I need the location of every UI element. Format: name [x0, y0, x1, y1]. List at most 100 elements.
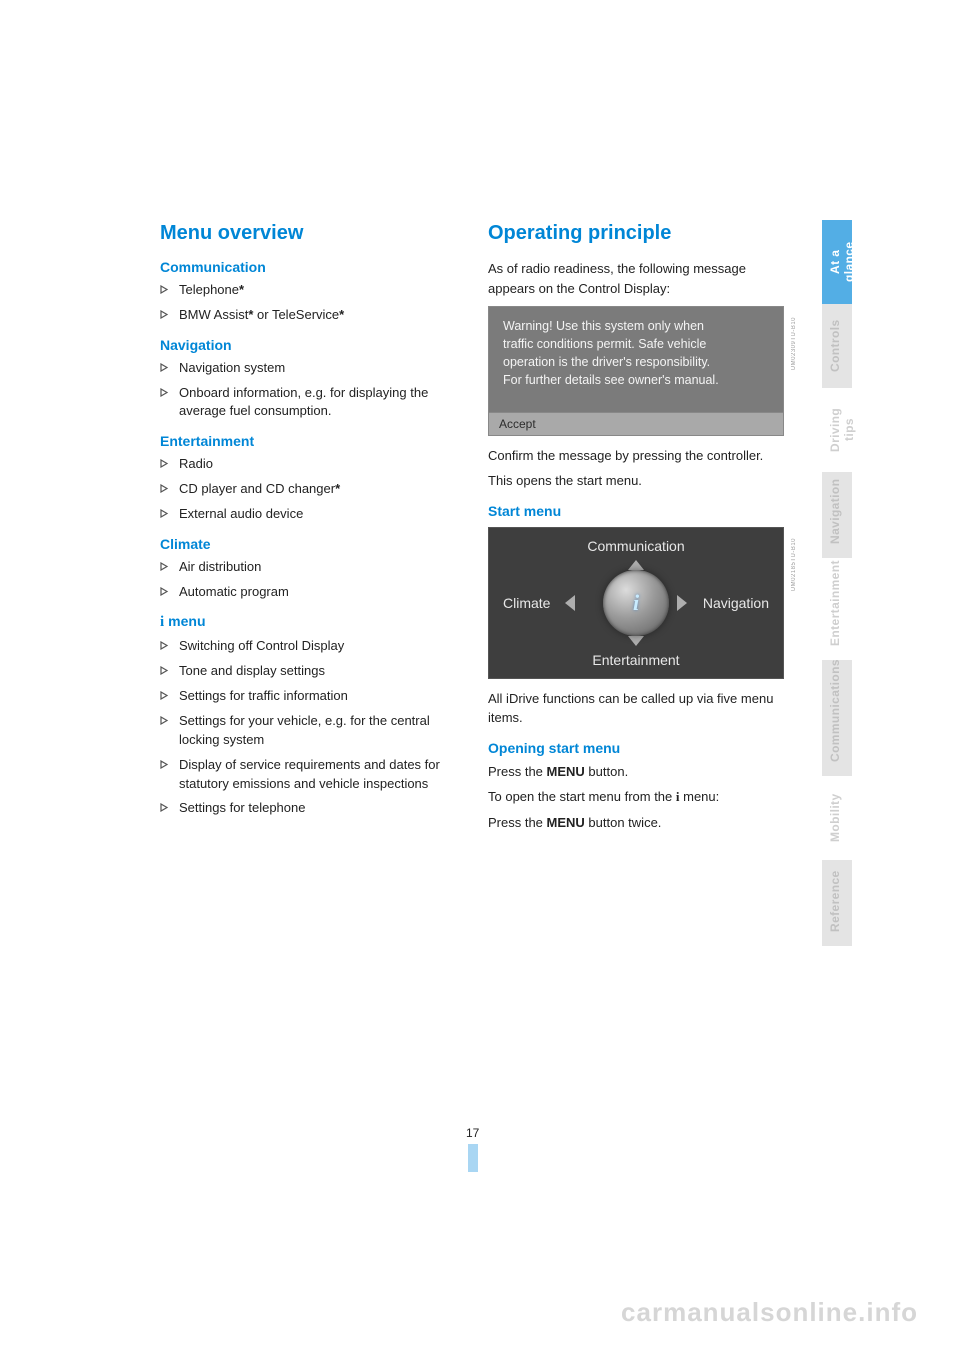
list-item-text: Automatic program: [179, 583, 460, 602]
section-list: Telephone* BMW Assist* or TeleService*: [160, 281, 460, 325]
list-item: Automatic program: [160, 583, 460, 602]
list-item-text: CD player and CD changer*: [179, 480, 460, 499]
side-tab[interactable]: Entertainment: [822, 558, 852, 660]
idrive-bottom-label: Entertainment: [489, 652, 783, 668]
list-item: Radio: [160, 455, 460, 474]
side-tab[interactable]: Driving tips: [822, 388, 852, 472]
idrive-screenshot: Communication Entertainment Climate Navi…: [488, 527, 784, 679]
idrive-description: All iDrive functions can be called up vi…: [488, 689, 788, 728]
page-number: 17: [466, 1126, 479, 1140]
side-tab[interactable]: Controls: [822, 304, 852, 388]
side-tab[interactable]: Communications: [822, 660, 852, 776]
idrive-right-label: Navigation: [703, 595, 769, 611]
list-item: Navigation system: [160, 359, 460, 378]
content-columns: Menu overview Communication Telephone* BMW…: [160, 222, 790, 838]
watermark: carmanualsonline.info: [621, 1297, 918, 1328]
left-column: Menu overview Communication Telephone* BMW…: [160, 222, 460, 838]
idrive-knob: i: [603, 570, 669, 636]
warning-screenshot: Warning! Use this system only when traff…: [488, 306, 784, 436]
press-menu-2: Press the MENU button twice.: [488, 813, 788, 833]
press-menu-1: Press the MENU button.: [488, 762, 788, 782]
accept-button: Accept: [489, 412, 783, 435]
list-item-text: Navigation system: [179, 359, 460, 378]
triangle-bullet-icon: [160, 641, 169, 650]
menu-overview-heading: Menu overview: [160, 222, 460, 245]
intro-text: As of radio readiness, the following mes…: [488, 259, 788, 298]
triangle-bullet-icon: [160, 310, 169, 319]
side-tab[interactable]: Mobility: [822, 776, 852, 860]
chevron-up-icon: [628, 560, 644, 570]
triangle-bullet-icon: [160, 760, 169, 769]
open-from-info: To open the start menu from the i menu:: [488, 787, 788, 807]
side-tab[interactable]: Navigation: [822, 472, 852, 558]
info-icon: i: [633, 590, 639, 616]
list-item-text: Settings for your vehicle, e.g. for the …: [179, 712, 460, 750]
warn-line: Warning! Use this system only when: [503, 319, 704, 333]
page-number-block: 17: [466, 1126, 479, 1172]
image-code: UM02185TU-B10: [791, 538, 797, 591]
triangle-bullet-icon: [160, 509, 169, 518]
confirm-text-1: Confirm the message by pressing the cont…: [488, 446, 788, 466]
info-icon: i: [160, 614, 164, 631]
section-heading: Entertainment: [160, 433, 460, 449]
page: Menu overview Communication Telephone* BMW…: [0, 0, 960, 1358]
warn-line: For further details see owner's manual.: [503, 373, 719, 387]
list-item: Settings for traffic information: [160, 687, 460, 706]
triangle-bullet-icon: [160, 691, 169, 700]
section-list: Air distribution Automatic program: [160, 558, 460, 602]
triangle-bullet-icon: [160, 484, 169, 493]
list-item: Telephone*: [160, 281, 460, 300]
list-item: Settings for telephone: [160, 799, 460, 818]
list-item: CD player and CD changer*: [160, 480, 460, 499]
list-item-text: Air distribution: [179, 558, 460, 577]
section-list: Radio CD player and CD changer* External a…: [160, 455, 460, 524]
list-item: External audio device: [160, 505, 460, 524]
warn-line: traffic conditions permit. Safe vehicle: [503, 337, 706, 351]
list-item: Settings for your vehicle, e.g. for the …: [160, 712, 460, 750]
side-tab[interactable]: Reference: [822, 860, 852, 946]
confirm-text-2: This opens the start menu.: [488, 471, 788, 491]
list-item-text: BMW Assist* or TeleService*: [179, 306, 460, 325]
triangle-bullet-icon: [160, 803, 169, 812]
side-tab[interactable]: At a glance: [822, 220, 852, 304]
list-item-text: Radio: [179, 455, 460, 474]
section-heading: Communication: [160, 259, 460, 275]
list-item: Air distribution: [160, 558, 460, 577]
warn-line: operation is the driver's responsibility…: [503, 355, 710, 369]
list-item: BMW Assist* or TeleService*: [160, 306, 460, 325]
list-item-text: Display of service requirements and date…: [179, 756, 460, 794]
chevron-down-icon: [628, 636, 644, 646]
list-item: Tone and display settings: [160, 662, 460, 681]
triangle-bullet-icon: [160, 716, 169, 725]
right-column: Operating principle As of radio readines…: [488, 222, 788, 838]
list-item: Display of service requirements and date…: [160, 756, 460, 794]
triangle-bullet-icon: [160, 285, 169, 294]
idrive-top-label: Communication: [489, 538, 783, 554]
chevron-left-icon: [565, 595, 575, 611]
list-item-text: Tone and display settings: [179, 662, 460, 681]
idrive-left-label: Climate: [503, 595, 550, 611]
info-menu-list: Switching off Control Display Tone and di…: [160, 637, 460, 818]
page-number-bar: [468, 1144, 478, 1172]
section-heading: Navigation: [160, 337, 460, 353]
triangle-bullet-icon: [160, 587, 169, 596]
triangle-bullet-icon: [160, 388, 169, 397]
triangle-bullet-icon: [160, 363, 169, 372]
image-code: UM02309TU-B10: [791, 317, 797, 370]
list-item-text: Settings for traffic information: [179, 687, 460, 706]
list-item-text: Settings for telephone: [179, 799, 460, 818]
section-heading: Climate: [160, 536, 460, 552]
chevron-right-icon: [677, 595, 687, 611]
operating-principle-heading: Operating principle: [488, 222, 788, 245]
list-item-text: Switching off Control Display: [179, 637, 460, 656]
warning-text: Warning! Use this system only when traff…: [489, 307, 783, 412]
triangle-bullet-icon: [160, 459, 169, 468]
list-item-text: External audio device: [179, 505, 460, 524]
list-item: Onboard information, e.g. for displaying…: [160, 384, 460, 422]
list-item-text: Telephone*: [179, 281, 460, 300]
info-menu-title: menu: [168, 613, 205, 629]
list-item: Switching off Control Display: [160, 637, 460, 656]
section-list: Navigation system Onboard information, e.…: [160, 359, 460, 422]
triangle-bullet-icon: [160, 666, 169, 675]
opening-start-menu-heading: Opening start menu: [488, 740, 788, 756]
